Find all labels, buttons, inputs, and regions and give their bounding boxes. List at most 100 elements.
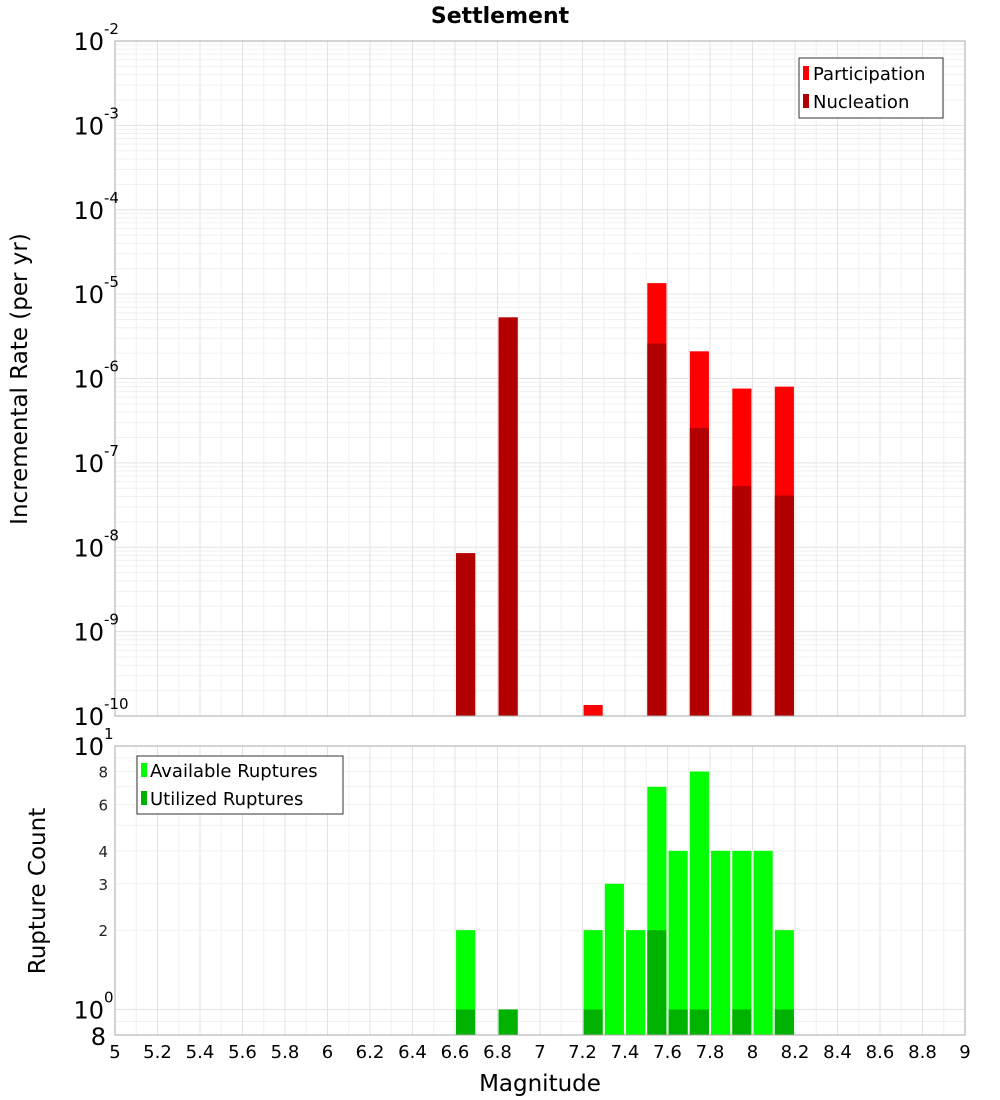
x-tick-label: 6.2: [356, 1042, 385, 1063]
x-tick-label: 8.4: [823, 1042, 852, 1063]
rate-y-tick-exponent: -6: [104, 358, 119, 376]
available-ruptures-bar: [456, 930, 476, 1035]
rate-y-tick-exponent: -8: [104, 526, 119, 544]
x-axis-label: Magnitude: [479, 1071, 601, 1097]
rate-y-tick-exponent: -7: [104, 442, 119, 460]
rate-y-tick-exponent: -4: [104, 189, 119, 207]
available-legend-swatch: [141, 763, 147, 777]
rate-y-tick-base: 10: [73, 450, 104, 478]
rate-y-tick-exponent: -5: [104, 273, 119, 291]
rate-plot-frame: [114, 40, 966, 717]
utilized-legend-label: Utilized Ruptures: [150, 789, 303, 810]
count-y-tick-minor: 8: [98, 764, 108, 782]
participation-bar: [583, 705, 603, 716]
rate-y-tick-exponent: -9: [104, 611, 119, 629]
count-y-tick-minor: 6: [98, 796, 108, 814]
count-y-tick-base: 10: [73, 996, 104, 1024]
count-legend: Available Ruptures Utilized Ruptures: [136, 755, 344, 815]
rate-y-tick-base: 10: [73, 281, 104, 309]
x-tick-label: 5: [109, 1042, 120, 1063]
x-tick-label: 7.4: [611, 1042, 640, 1063]
rate-y-tick-exponent: -10: [104, 695, 129, 713]
available-ruptures-bar: [583, 930, 603, 1035]
nucleation-bar: [498, 317, 518, 716]
available-ruptures-bar: [604, 883, 624, 1035]
utilized-ruptures-bar: [498, 1009, 518, 1035]
participation-legend-label: Participation: [813, 64, 925, 85]
nucleation-legend-label: Nucleation: [813, 92, 909, 113]
x-tick-label: 7.6: [653, 1042, 682, 1063]
rate-y-tick-base: 10: [73, 28, 104, 56]
x-tick-label: 7: [534, 1042, 545, 1063]
count-y-tick-exponent: 0: [104, 988, 114, 1006]
count-plot-frame: [114, 745, 966, 1036]
x-tick-label: 8: [747, 1042, 758, 1063]
x-tick-label: 5.8: [271, 1042, 300, 1063]
available-ruptures-bar: [711, 850, 731, 1035]
count-y-tick-exponent: 1: [104, 725, 114, 743]
rate-y-tick-base: 10: [73, 197, 104, 225]
x-tick-label: 6.8: [483, 1042, 512, 1063]
x-tick-label: 6: [322, 1042, 333, 1063]
count-bars: [456, 771, 794, 1035]
x-tick-label: 5.6: [228, 1042, 257, 1063]
rate-gridlines: [114, 40, 966, 717]
participation-legend-swatch: [803, 66, 809, 80]
x-tick-label: 7.8: [696, 1042, 725, 1063]
utilized-ruptures-bar: [583, 1009, 603, 1035]
nucleation-bar: [774, 495, 794, 716]
x-tick-label: 9: [959, 1042, 970, 1063]
available-ruptures-bar: [626, 930, 646, 1035]
utilized-legend-swatch: [141, 791, 147, 805]
count-legend-box: [136, 755, 344, 815]
x-tick-label: 7.2: [568, 1042, 597, 1063]
rate-y-tick-base: 10: [73, 619, 104, 647]
rate-y-tick-exponent: -3: [104, 104, 119, 122]
count-y-axis-label: Rupture Count: [25, 808, 51, 974]
nucleation-bar: [732, 486, 752, 716]
x-tick-label: 8.2: [781, 1042, 810, 1063]
available-ruptures-bar: [753, 850, 773, 1035]
utilized-ruptures-bar: [689, 1009, 709, 1035]
count-y-tick-minor: 2: [98, 922, 108, 940]
utilized-ruptures-bar: [668, 1009, 688, 1035]
x-tick-label: 8.6: [866, 1042, 895, 1063]
utilized-ruptures-bar: [774, 1009, 794, 1035]
count-y-tick-minor: 4: [98, 843, 108, 861]
rate-legend-box: [798, 57, 944, 119]
count-y-tick-minor: 3: [98, 876, 108, 894]
rate-y-tick-base: 10: [73, 534, 104, 562]
x-tick-label: 6.4: [398, 1042, 427, 1063]
available-ruptures-bar: [732, 850, 752, 1035]
count-gridlines: [114, 745, 966, 1035]
rate-y-tick-exponent: -2: [104, 20, 119, 38]
nucleation-bar: [689, 427, 709, 716]
rate-bars: [456, 283, 794, 716]
nucleation-bar: [456, 553, 476, 716]
utilized-ruptures-bar: [456, 1009, 476, 1035]
x-tick-label: 5.4: [186, 1042, 215, 1063]
x-tick-label: 8.8: [908, 1042, 937, 1063]
x-tick-label: 6.6: [441, 1042, 470, 1063]
x-tick-label: 5.2: [143, 1042, 172, 1063]
nucleation-bar: [647, 343, 667, 716]
rate-y-axis-label: Incremental Rate (per yr): [7, 233, 33, 525]
count-y-tick-base: 10: [73, 733, 104, 761]
available-ruptures-bar: [689, 771, 709, 1035]
rate-y-tick-base: 10: [73, 703, 104, 731]
count-y-tick-bottom: 8: [91, 1023, 106, 1051]
available-legend-label: Available Ruptures: [150, 761, 318, 782]
utilized-ruptures-bar: [647, 930, 667, 1035]
nucleation-legend-swatch: [803, 94, 809, 108]
rate-legend: Participation Nucleation: [798, 57, 944, 119]
available-ruptures-bar: [774, 930, 794, 1035]
utilized-ruptures-bar: [732, 1009, 752, 1035]
rate-y-tick-base: 10: [73, 112, 104, 140]
x-axis-ticks: 5 5.2 5.4 5.6 5.8 6 6.2 6.4 6.6 6.8 7 7.2 7.4 7.6 7.8 8…: [109, 1042, 970, 1063]
rate-y-tick-base: 10: [73, 366, 104, 394]
